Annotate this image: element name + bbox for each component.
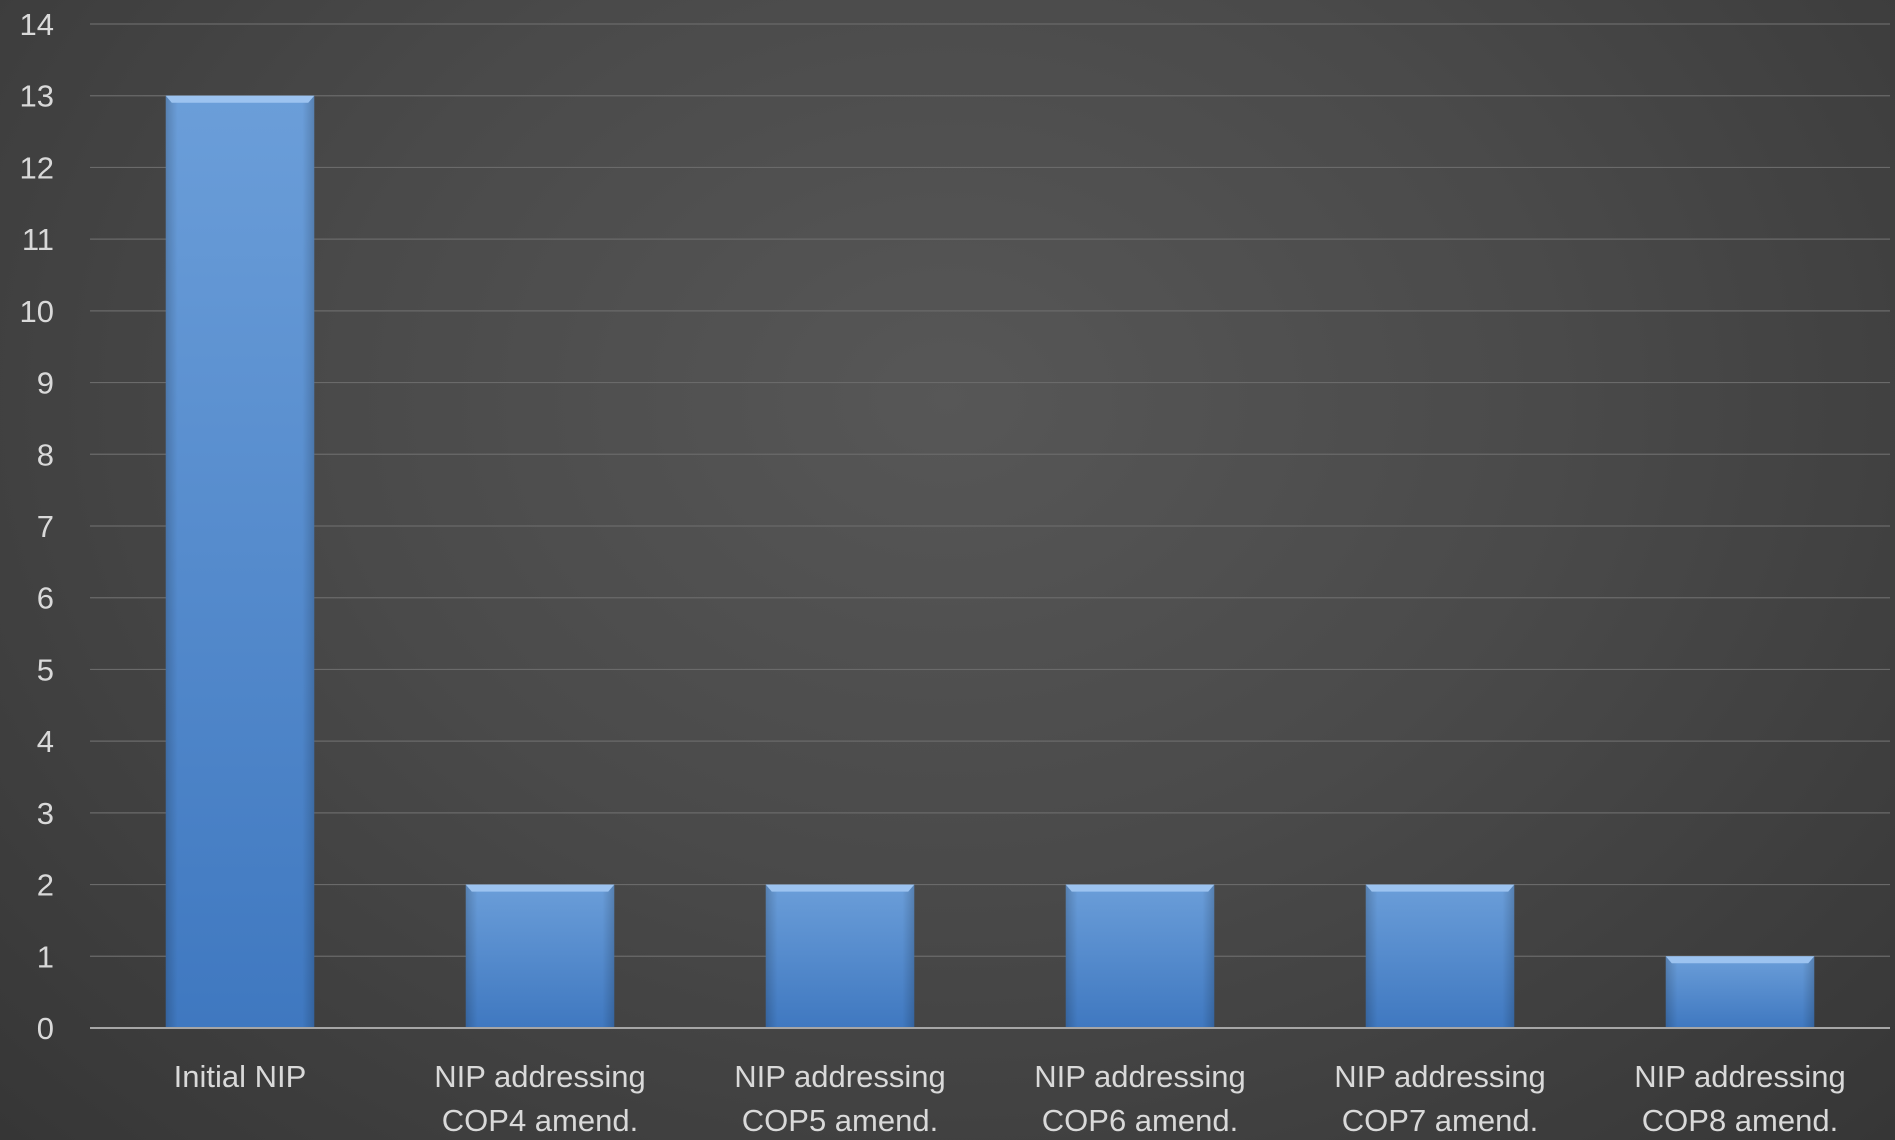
bar-top-bevel: [1065, 884, 1215, 892]
x-category-label-line: COP6 amend.: [1042, 1103, 1238, 1138]
bar-3: [765, 884, 915, 1028]
x-category-label: NIP addressing COP7 amend.: [1334, 1059, 1545, 1138]
x-category-label: NIP addressing COP6 amend.: [1034, 1059, 1245, 1138]
gridlines: [90, 23, 1890, 957]
x-category-label-line: NIP addressing: [434, 1059, 645, 1094]
y-tick-label: 8: [37, 437, 54, 472]
bar-top-bevel: [1665, 956, 1815, 964]
y-tick-label: 7: [37, 509, 54, 544]
x-category-label-line: COP7 amend.: [1342, 1103, 1538, 1138]
y-tick-label: 0: [37, 1011, 54, 1046]
y-tick-label: 6: [37, 581, 54, 616]
x-category-label-line: COP4 amend.: [442, 1103, 638, 1138]
y-tick-label: 11: [22, 222, 54, 257]
y-tick-label: 9: [37, 366, 54, 401]
x-category-label-line: COP8 amend.: [1642, 1103, 1838, 1138]
x-category-label-line: NIP addressing: [1634, 1059, 1845, 1094]
x-category-label-line: NIP addressing: [1334, 1059, 1545, 1094]
x-category-label: NIP addressing COP8 amend.: [1634, 1059, 1845, 1138]
x-category-label-line: NIP addressing: [1034, 1059, 1245, 1094]
bar-top-bevel: [165, 95, 315, 103]
bar-5: [1365, 884, 1515, 1028]
y-tick-label: 10: [20, 294, 54, 329]
x-category-label-line: NIP addressing: [734, 1059, 945, 1094]
x-category-label: NIP addressing COP4 amend.: [434, 1059, 645, 1138]
bars: [165, 95, 1815, 1028]
bar-shade: [165, 95, 315, 1028]
y-tick-label: 13: [20, 79, 54, 114]
x-category-label-line: COP5 amend.: [742, 1103, 938, 1138]
y-tick-label: 14: [20, 7, 54, 42]
bar-shade: [1365, 884, 1515, 1028]
y-tick-label: 1: [37, 939, 54, 974]
bar-shade: [1065, 884, 1215, 1028]
bar-shade: [1665, 956, 1815, 1028]
bar-2: [465, 884, 615, 1028]
y-tick-label: 3: [37, 796, 54, 831]
bar-top-bevel: [465, 884, 615, 892]
y-tick-label: 4: [37, 724, 54, 759]
x-category-label: Initial NIP: [174, 1059, 307, 1094]
bar-shade: [765, 884, 915, 1028]
y-tick-label: 5: [37, 652, 54, 687]
x-category-label-line: Initial NIP: [174, 1059, 307, 1094]
bar-shade: [465, 884, 615, 1028]
bar-1: [165, 95, 315, 1028]
bar-6: [1665, 956, 1815, 1028]
bar-4: [1065, 884, 1215, 1028]
x-category-labels: Initial NIP NIP addressing COP4 amend.NIP …: [174, 1059, 1846, 1138]
bar-top-bevel: [765, 884, 915, 892]
y-tick-label: 2: [37, 868, 54, 903]
y-tick-label: 12: [20, 150, 54, 185]
bar-top-bevel: [1365, 884, 1515, 892]
x-category-label: NIP addressing COP5 amend.: [734, 1059, 945, 1138]
